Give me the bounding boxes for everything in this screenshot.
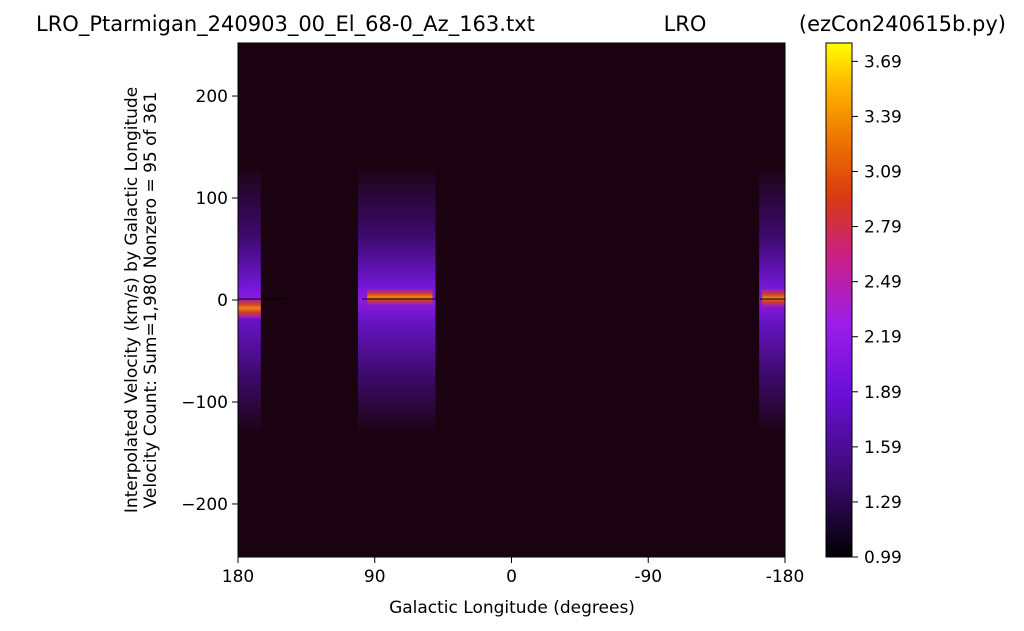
colorbar-tick-label-2: 1.59	[864, 438, 902, 458]
x-tick-label-1: 90	[364, 567, 386, 587]
colorbar-ticks: 0.99 1.29 1.59 1.89 2.19 2.49 2.79 3.09 3.39 3.69	[852, 52, 902, 568]
chart-title-left: LRO_Ptarmigan_240903_00_El_68-0_Az_163.t…	[36, 12, 535, 37]
chart-title-center: LRO	[664, 12, 707, 36]
colorbar-tick-label-8: 3.39	[864, 107, 902, 127]
y-axis-label-line1: Interpolated Velocity (km/s) by Galactic…	[122, 87, 142, 513]
y-tick-label-3: −100	[181, 393, 228, 413]
colorbar-tick-label-3: 1.89	[864, 383, 902, 403]
y-axis-label-line2: Velocity Count: Sum=1,980 Nonzero = 95 o…	[141, 92, 161, 509]
colorbar-tick-label-7: 3.09	[864, 163, 902, 183]
emission-feature-0	[238, 297, 261, 319]
colorbar-tick-label-1: 1.29	[864, 493, 902, 513]
x-tick-label-4: -180	[766, 567, 805, 587]
colorbar-tick-label-0: 0.99	[864, 548, 902, 568]
x-axis-label: Galactic Longitude (degrees)	[389, 598, 635, 618]
x-tick-label-2: 0	[506, 567, 517, 587]
emission-feature-2	[762, 288, 785, 308]
chart-title-right: (ezCon240615b.py)	[799, 12, 1006, 36]
x-tick-label-3: -90	[634, 567, 662, 587]
x-tick-label-0: 180	[222, 567, 254, 587]
x-axis-ticks: 180 90 0 -90 -180	[222, 557, 805, 587]
y-tick-label-1: 100	[196, 189, 228, 209]
plot-area	[237, 42, 786, 558]
colorbar-tick-label-5: 2.49	[864, 273, 902, 293]
colorbar-tick-label-6: 2.79	[864, 218, 902, 238]
colorbar-tick-label-4: 2.19	[864, 328, 902, 348]
colorbar	[825, 42, 853, 558]
emission-feature-1	[367, 288, 433, 306]
y-tick-label-4: −200	[181, 495, 228, 515]
y-tick-label-0: 200	[196, 87, 228, 107]
colorbar-tick-label-9: 3.69	[864, 52, 902, 72]
emission-features	[238, 288, 785, 319]
y-axis-ticks: 200 100 0 −100 −200	[181, 87, 238, 515]
y-tick-label-2: 0	[217, 291, 228, 311]
